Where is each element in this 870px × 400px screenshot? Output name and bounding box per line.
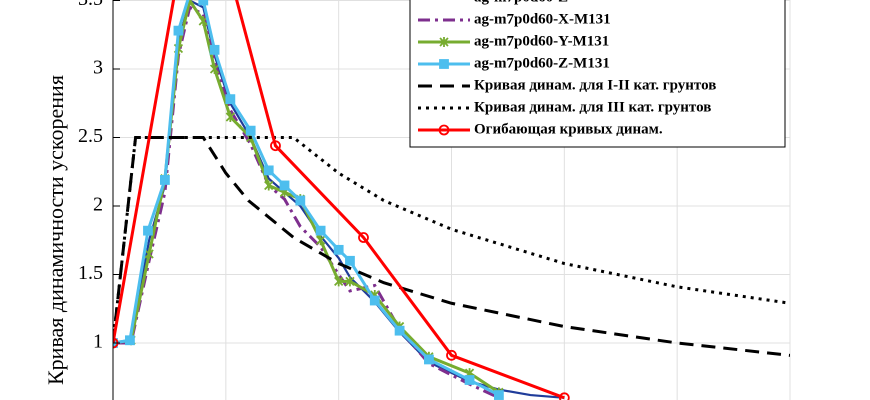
marker <box>225 111 235 122</box>
y-tick-label: 2 <box>93 194 103 216</box>
marker <box>464 375 475 385</box>
series-line <box>113 136 790 357</box>
marker <box>334 276 344 287</box>
y-tick-label: 1 <box>93 331 103 353</box>
marker <box>125 335 135 346</box>
legend-label: Кривая динам. для III кат. грунтов <box>474 99 711 115</box>
marker <box>173 25 184 36</box>
marker <box>264 180 274 191</box>
y-ticks: 1 1.5 2 2.5 3 3.5 <box>78 0 120 353</box>
marker <box>394 325 405 336</box>
y-tick-label: 2.5 <box>78 125 103 147</box>
legend-label: ag-m7p0d60-Z <box>474 0 568 5</box>
series-line <box>113 0 565 400</box>
y-axis-label: Кривая динамичности ускорения <box>43 75 68 385</box>
marker <box>143 225 153 236</box>
marker <box>263 165 274 176</box>
y-tick-label: 1.5 <box>78 262 103 284</box>
legend-marker <box>439 37 449 47</box>
marker <box>270 140 281 152</box>
legend-label: ag-m7p0d60-Z-M131 <box>474 55 610 71</box>
legend-label: ag-m7p0d60-Y-M131 <box>474 33 609 49</box>
marker <box>358 232 369 243</box>
legend-marker <box>439 59 449 69</box>
legend-label: Огибающая кривых динам. <box>474 121 663 137</box>
marker <box>345 255 355 266</box>
marker <box>369 295 380 306</box>
marker <box>225 94 236 105</box>
legend-label: Кривая динам. для I-II кат. грунтов <box>474 77 716 93</box>
plot-area <box>113 0 790 400</box>
marker <box>345 276 355 287</box>
marker <box>245 125 256 136</box>
marker <box>160 175 170 185</box>
legend-marker <box>438 124 450 136</box>
marker <box>209 64 220 74</box>
marker <box>315 225 326 236</box>
series-line <box>113 136 790 344</box>
marker <box>295 195 306 206</box>
legend-box <box>409 0 786 148</box>
y-tick-label: 3.5 <box>78 0 103 10</box>
marker <box>446 349 457 361</box>
marker <box>558 392 570 400</box>
marker <box>209 44 220 55</box>
y-tick-label: 3 <box>93 57 103 79</box>
marker <box>424 354 434 365</box>
legend: ag-m7p0d60-Z ag-m7p0d60-X-M131 ag-m7p0d60-… <box>409 0 786 148</box>
legend-label: ag-m7p0d60-X-M131 <box>474 11 611 27</box>
marker <box>198 0 209 6</box>
marker <box>279 180 290 191</box>
marker <box>144 248 154 259</box>
marker <box>315 235 326 246</box>
marker <box>333 244 344 255</box>
marker <box>493 390 504 400</box>
